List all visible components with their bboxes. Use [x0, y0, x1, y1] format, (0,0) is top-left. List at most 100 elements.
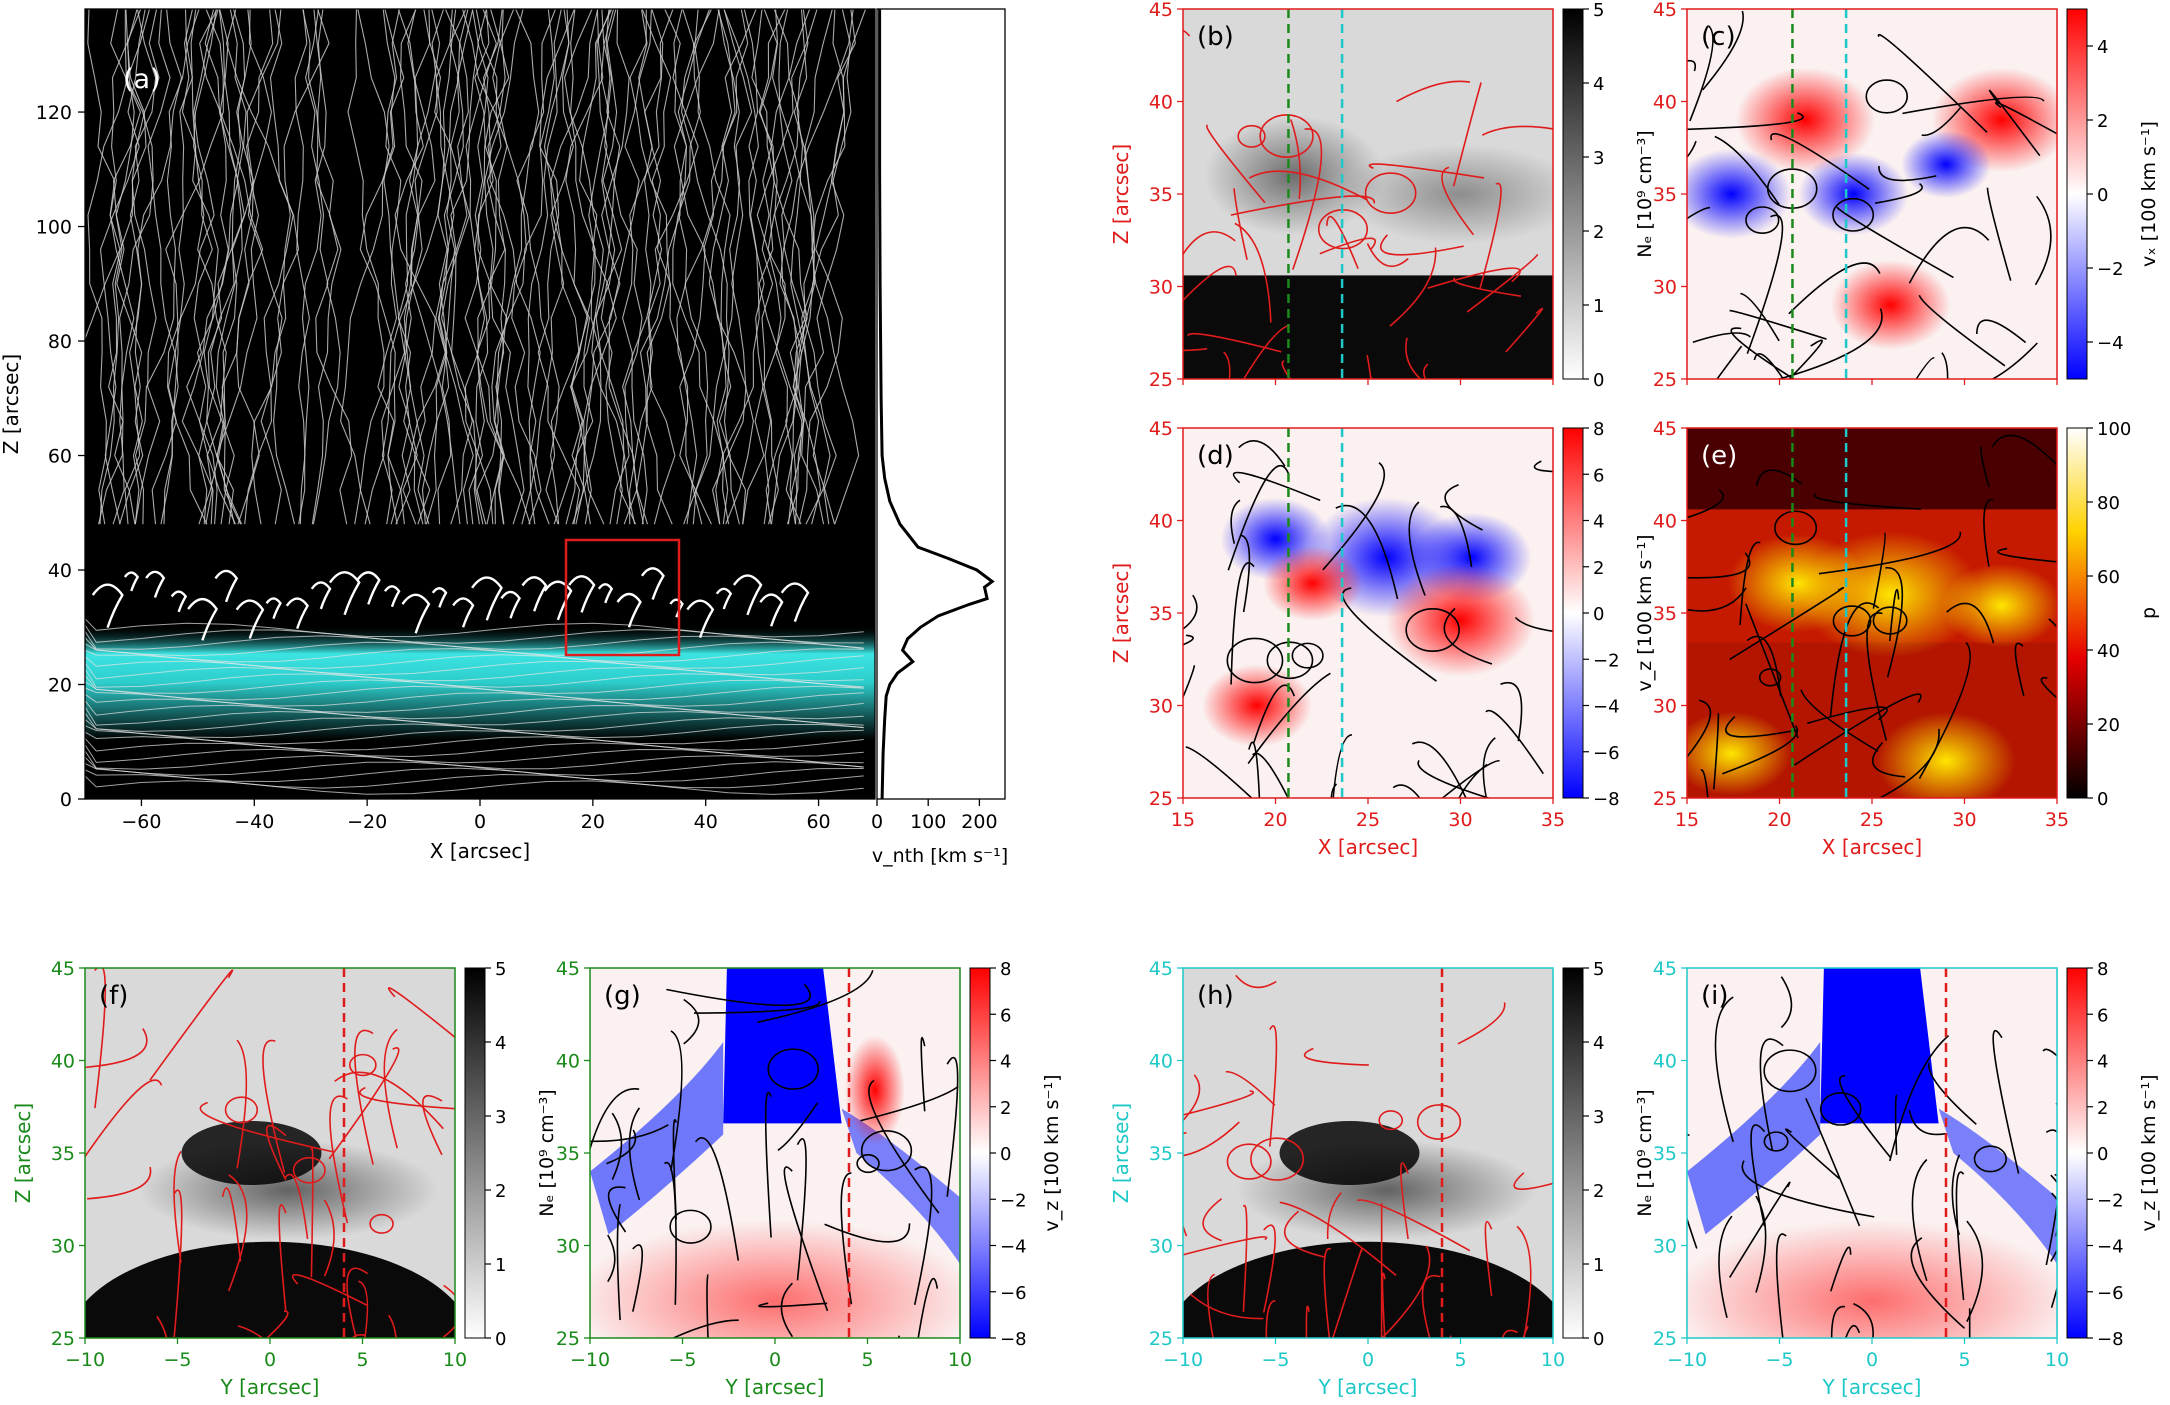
panel-label: (i) — [1701, 981, 1729, 1011]
x-tick-label: −20 — [347, 811, 387, 833]
field-line — [85, 763, 864, 783]
field-line — [770, 9, 816, 525]
y-tick-label: 25 — [1653, 788, 1677, 810]
velocity-blob — [1938, 1108, 2057, 1264]
y-tick-label: 35 — [1149, 1143, 1173, 1165]
streamline — [663, 1161, 677, 1305]
streamline — [1183, 1236, 1268, 1256]
colorbar-tick-label: 40 — [2097, 641, 2120, 662]
field-line — [85, 618, 864, 638]
streamline — [2040, 677, 2057, 699]
y-tick-label: 60 — [48, 446, 72, 468]
streamline — [824, 1223, 911, 1243]
streamline — [1946, 602, 1995, 644]
streamline — [1992, 1030, 2020, 1174]
streamline — [590, 1088, 640, 1152]
colorbar-tick-label: 80 — [2097, 493, 2120, 514]
field-line — [340, 9, 396, 525]
streamline — [1405, 337, 1422, 379]
streamline — [1716, 345, 1743, 379]
colorbar-tick-label: 4 — [495, 1033, 506, 1054]
streamline — [1759, 1038, 1784, 1151]
streamline — [1305, 1305, 1310, 1338]
field-line — [527, 9, 562, 525]
field-line — [464, 9, 497, 525]
colorbar-tick-label: 2 — [2097, 111, 2108, 132]
streamline-vortex — [856, 1153, 880, 1174]
field-line — [400, 9, 467, 525]
streamline — [1380, 234, 1464, 256]
x-tick-label: 0 — [871, 811, 883, 833]
current-loop — [145, 570, 166, 598]
streamline — [2014, 642, 2025, 697]
current-loop — [310, 581, 332, 610]
streamline — [1918, 294, 2006, 367]
current-loop — [123, 571, 140, 592]
streamline — [1853, 1302, 1874, 1338]
field-line — [772, 9, 831, 525]
streamline — [671, 1319, 739, 1338]
field-line — [359, 9, 405, 525]
streamline-vortex — [369, 1213, 394, 1234]
streamline — [1739, 541, 1761, 626]
colorbar-tick-label: 5 — [1593, 959, 1604, 980]
panel-a-xticks: −60 −40 −20 0 20 40 60 — [121, 799, 831, 833]
streamline — [590, 1124, 669, 1143]
colorbar-tick-label: −2 — [1593, 650, 1620, 671]
field-line — [425, 9, 469, 525]
streamline — [1183, 265, 1237, 302]
streamlines — [1687, 10, 2057, 379]
streamline-vortex — [1763, 1049, 1817, 1093]
streamlines — [1183, 974, 1553, 1338]
streamline — [1745, 603, 1799, 739]
streamline — [1871, 742, 1906, 778]
y-tick-label: 40 — [1149, 92, 1173, 114]
streamline-vortex — [224, 1096, 259, 1124]
panel-image — [1183, 9, 1553, 379]
streamline — [1183, 347, 1208, 352]
x-tick-label: 30 — [1952, 809, 1976, 831]
streamline — [1714, 135, 1780, 205]
y-axis-label: Z [arcsec] — [1109, 144, 1133, 244]
streamline — [1356, 1199, 1471, 1252]
colorbar-tick-label: 0 — [2097, 1144, 2108, 1165]
streamline — [1813, 493, 1922, 510]
field-line — [244, 9, 294, 525]
panel-image — [1687, 428, 2057, 798]
velocity-blob — [1830, 260, 1951, 350]
colorbar-tick-label: 4 — [1593, 512, 1604, 533]
panel-image — [1183, 428, 1553, 798]
streamline — [1885, 567, 1904, 678]
streamline — [1207, 1273, 1216, 1338]
field-line — [759, 9, 779, 525]
colorbar-tick-label: 2 — [2097, 1098, 2108, 1119]
colorbar-tick-label: −4 — [1000, 1237, 1027, 1258]
x-tick-label: 20 — [581, 811, 605, 833]
velocity-blob — [841, 1108, 960, 1264]
y-tick-label: 25 — [556, 1328, 580, 1350]
streamline — [1844, 1324, 1861, 1338]
streamline — [1262, 1224, 1276, 1313]
streamlines — [590, 970, 959, 1338]
colorbar-tick-label: −4 — [2097, 333, 2124, 354]
y-tick-label: 40 — [1149, 1051, 1173, 1073]
streamline — [1452, 82, 1482, 187]
pressure-blob — [1876, 712, 2016, 798]
streamline — [87, 1166, 152, 1200]
streamline — [1202, 1198, 1223, 1242]
streamline-vortex — [1865, 79, 1909, 114]
field-line — [225, 9, 300, 525]
y-tick-label: 30 — [1653, 696, 1677, 718]
streamline-vortex — [1758, 668, 1782, 687]
streamline — [1513, 1172, 1553, 1190]
current-loop — [686, 599, 715, 638]
streamline — [1417, 759, 1491, 798]
panel-a-xlabel: X [arcsec] — [430, 839, 530, 863]
streamline — [1941, 352, 1949, 379]
y-tick-label: 25 — [51, 1328, 75, 1350]
streamline — [85, 1028, 148, 1069]
x-tick-label: 35 — [1541, 809, 1565, 831]
panel-image — [1687, 968, 2057, 1338]
field-line — [181, 9, 219, 525]
panel-label: (g) — [604, 981, 641, 1011]
